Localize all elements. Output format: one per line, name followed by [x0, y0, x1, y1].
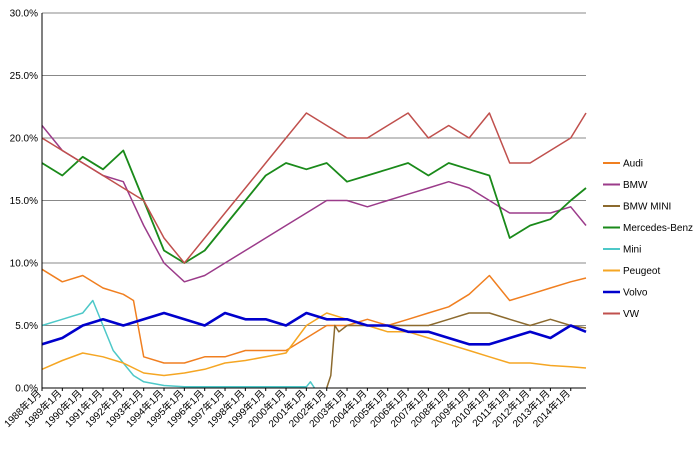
- series-line-volvo: [41, 311, 587, 346]
- legend-label: BMW MINI: [623, 202, 671, 213]
- series-line-peugeot: [41, 312, 587, 377]
- series-line-mercedes-benz: [41, 149, 587, 264]
- legend-label: Mini: [623, 245, 641, 256]
- legend-label: Peugeot: [623, 266, 660, 277]
- series-line-bmw-mini: [325, 312, 587, 389]
- legend-label: VW: [623, 309, 640, 320]
- y-axis-tick-labels: 0.0% 5.0% 10.0% 15.0% 20.0% 25.0% 30.0%: [10, 9, 38, 395]
- series-line-audi: [41, 268, 587, 364]
- y-tick-label: 10.0%: [10, 259, 38, 270]
- legend-label: Audi: [623, 159, 643, 170]
- legend-label: Mercedes-Benz: [623, 223, 693, 234]
- y-tick-label: 15.0%: [10, 196, 38, 207]
- y-tick-label: 5.0%: [15, 321, 38, 332]
- series-line-vw: [41, 112, 587, 264]
- y-tick-label: 30.0%: [10, 9, 38, 20]
- y-tick-label: 0.0%: [15, 384, 38, 395]
- y-tick-label: 25.0%: [10, 71, 38, 82]
- legend: Audi BMW BMW MINI Mercedes-Benz Mini Peugeot V…: [603, 159, 693, 320]
- legend-label: BMW: [623, 180, 648, 191]
- series-line-mini: [41, 299, 316, 389]
- legend-label: Volvo: [623, 288, 648, 299]
- y-tick-label: 20.0%: [10, 134, 38, 145]
- axes: [41, 13, 586, 389]
- data-series: [41, 112, 587, 389]
